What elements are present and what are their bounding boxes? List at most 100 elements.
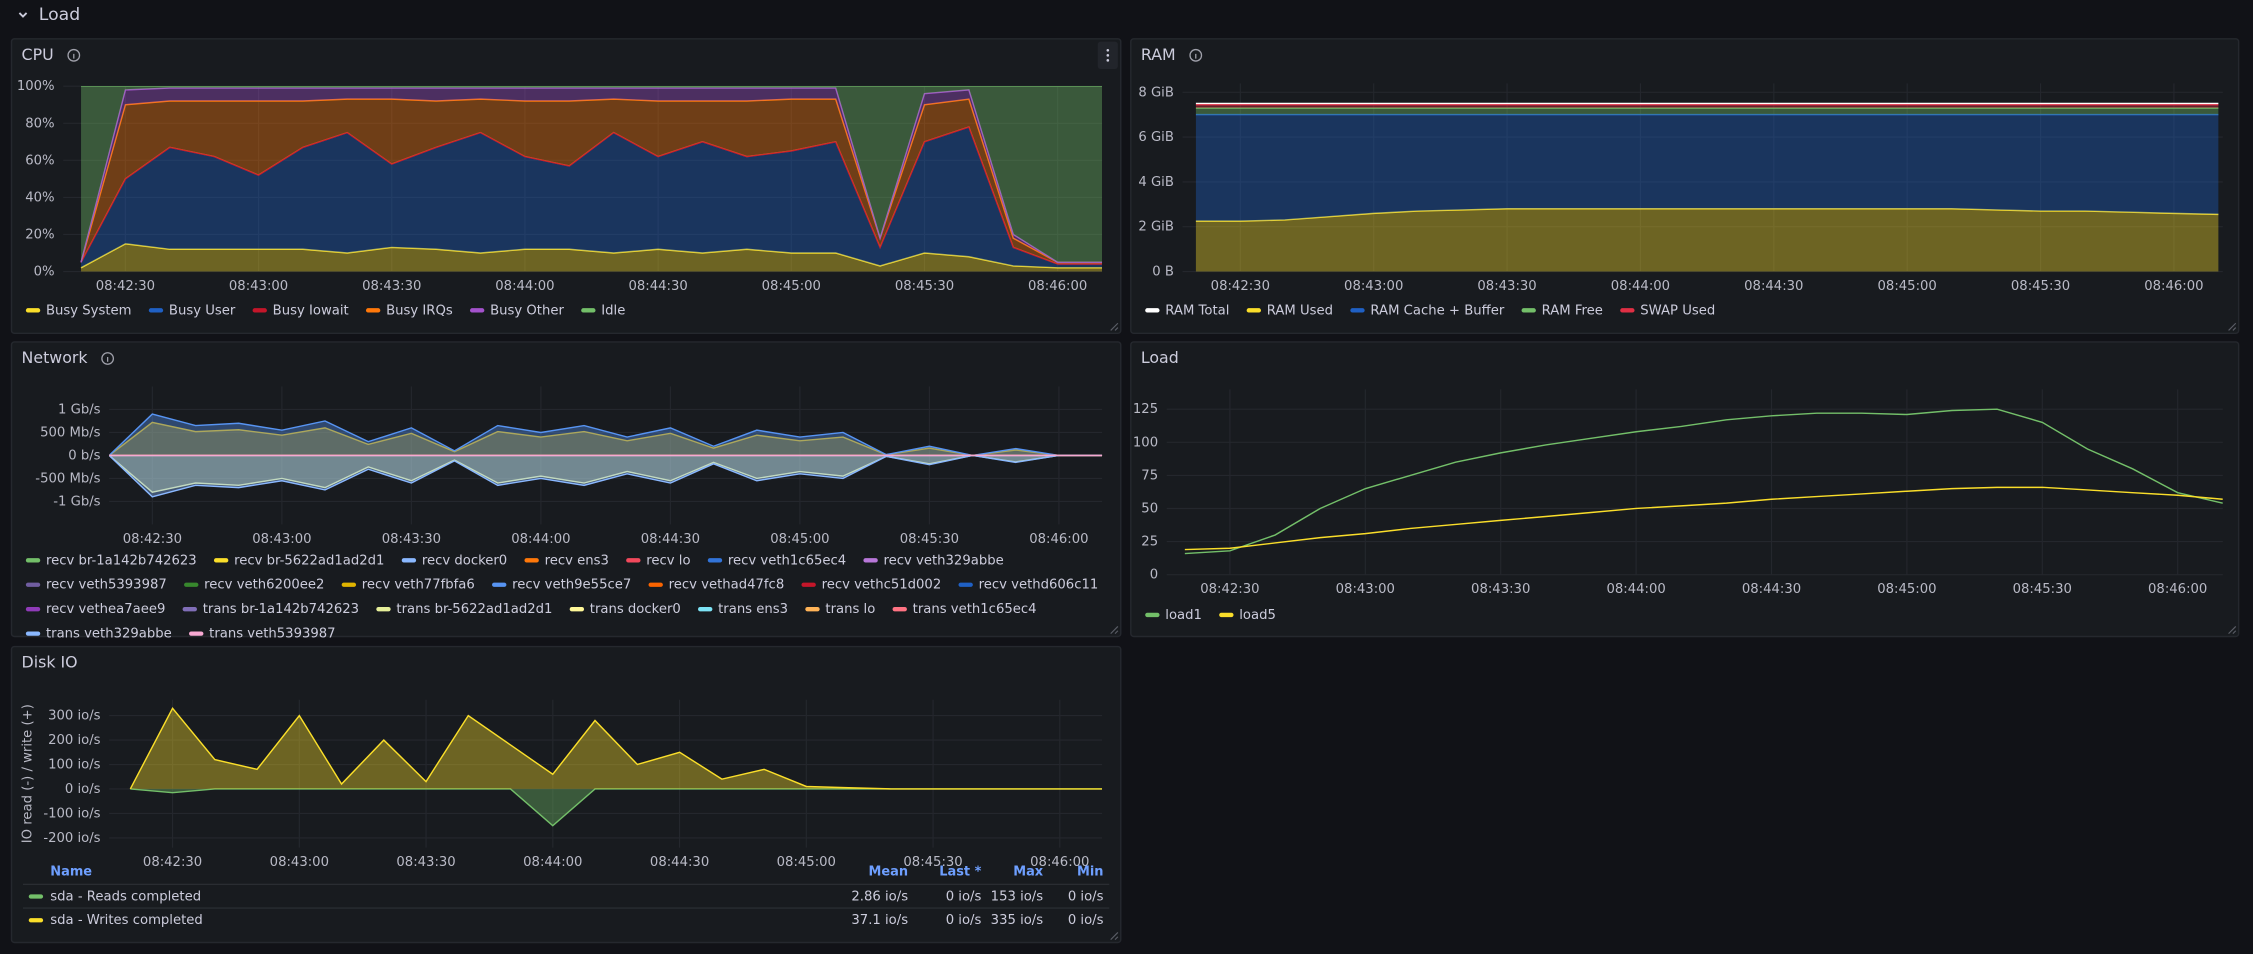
legend-swatch: [25, 582, 41, 587]
panel-title[interactable]: RAM: [1141, 45, 1176, 64]
panel-frame: [1130, 38, 2240, 335]
table-header[interactable]: Min: [1077, 865, 1104, 880]
panel-title[interactable]: CPU: [22, 45, 54, 64]
info-icon[interactable]: [67, 48, 81, 62]
y-tick-label: 200 io/s: [48, 733, 101, 748]
table-header[interactable]: Mean: [869, 865, 909, 880]
legend-label[interactable]: recv lo: [646, 553, 690, 568]
legend-label[interactable]: load1: [1165, 608, 1202, 623]
legend-label[interactable]: Busy Iowait: [273, 303, 349, 318]
legend-swatch: [524, 558, 539, 563]
table-cell: 153 io/s: [991, 890, 1044, 905]
legend-swatch: [698, 607, 713, 612]
panel-title[interactable]: Network: [22, 348, 89, 367]
legend-label[interactable]: RAM Used: [1267, 303, 1333, 318]
x-tick-label: 08:43:30: [396, 855, 455, 870]
series-line: [80, 98, 1103, 264]
x-tick-label: 08:45:00: [1877, 582, 1936, 597]
legend-label[interactable]: trans veth1c65ec4: [913, 602, 1037, 617]
legend-label[interactable]: trans docker0: [590, 602, 681, 617]
legend-label[interactable]: trans lo: [825, 602, 875, 617]
panel-title[interactable]: Load: [1141, 348, 1179, 367]
legend-swatch: [184, 582, 199, 587]
area-fill: [130, 708, 1103, 789]
y-tick-label: 50: [1141, 502, 1158, 517]
legend-label[interactable]: recv vethea7aee9: [46, 602, 165, 617]
legend-label[interactable]: trans ens3: [718, 602, 788, 617]
legend-label[interactable]: Busy IRQs: [386, 303, 453, 318]
info-icon[interactable]: [101, 352, 115, 365]
series-line: [109, 413, 1103, 457]
row-collapse-icon[interactable]: [18, 12, 28, 18]
legend-label[interactable]: RAM Cache + Buffer: [1370, 303, 1504, 318]
table-header[interactable]: Name: [50, 865, 92, 880]
legend-label[interactable]: recv veth1c65ec4: [728, 553, 846, 568]
table-cell: 0 io/s: [946, 913, 982, 928]
legend-label[interactable]: trans veth329abbe: [46, 627, 172, 642]
legend-label[interactable]: recv docker0: [422, 553, 507, 568]
y-tick-label: -100 io/s: [43, 806, 100, 821]
legend-label[interactable]: trans br-5622ad1ad2d1: [396, 602, 552, 617]
legend-swatch: [25, 607, 41, 612]
y-tick-label: -200 io/s: [43, 831, 100, 846]
legend-label[interactable]: Busy User: [169, 303, 236, 318]
x-tick-label: 08:45:30: [900, 532, 959, 547]
x-tick-label: 08:42:30: [123, 532, 182, 547]
legend-label[interactable]: RAM Free: [1542, 303, 1603, 318]
legend-label[interactable]: trans veth5393987: [209, 627, 335, 642]
legend-label[interactable]: recv veth329abbe: [884, 553, 1004, 568]
legend-label[interactable]: recv br-1a142b742623: [46, 553, 197, 568]
legend-label[interactable]: Busy Other: [490, 303, 564, 318]
y-tick-label: 25: [1141, 535, 1158, 550]
info-icon[interactable]: [1189, 48, 1203, 62]
legend-swatch: [25, 308, 41, 313]
area-fill: [1195, 104, 2219, 109]
legend-label[interactable]: load5: [1239, 608, 1276, 623]
x-tick-label: 08:44:00: [1611, 279, 1670, 294]
table-cell: 0 io/s: [1068, 913, 1104, 928]
legend-label[interactable]: recv vethc51d002: [822, 578, 942, 593]
y-tick-label: -500 Mb/s: [35, 471, 100, 486]
legend-swatch: [252, 308, 267, 313]
legend-label[interactable]: recv vethd606c11: [979, 578, 1099, 593]
legend-label[interactable]: recv veth6200ee2: [204, 578, 324, 593]
legend-label[interactable]: sda - Reads completed: [50, 890, 201, 905]
legend-label[interactable]: sda - Writes completed: [50, 913, 203, 928]
legend-label[interactable]: recv ens3: [545, 553, 609, 568]
area-fill: [81, 243, 1103, 272]
legend-label[interactable]: Busy System: [46, 303, 132, 318]
legend-label[interactable]: recv vethad47fc8: [669, 578, 785, 593]
y-tick-label: 8 GiB: [1138, 85, 1174, 100]
area-fill: [109, 414, 1103, 456]
legend-label[interactable]: recv br-5622ad1ad2d1: [234, 553, 384, 568]
legend-label[interactable]: recv veth9e55ce7: [512, 578, 631, 593]
x-tick-label: 08:43:00: [270, 855, 329, 870]
resize-handle: [2228, 322, 2237, 331]
y-tick-label: 125: [1133, 402, 1158, 417]
legend-label[interactable]: Idle: [601, 303, 625, 318]
legend-swatch: [365, 308, 381, 313]
table-header[interactable]: Last *: [939, 865, 981, 880]
panel-title[interactable]: Disk IO: [22, 653, 78, 672]
area-fill: [109, 455, 1103, 497]
x-tick-label: 08:42:30: [1211, 279, 1270, 294]
x-tick-label: 08:42:30: [96, 279, 155, 294]
legend-label[interactable]: recv veth5393987: [46, 578, 167, 593]
x-tick-label: 08:43:30: [1471, 582, 1530, 597]
panel-menu-dot: [1106, 59, 1110, 62]
row-title[interactable]: Load: [39, 5, 80, 25]
legend-label[interactable]: RAM Total: [1165, 303, 1229, 318]
legend-label[interactable]: trans br-1a142b742623: [203, 602, 359, 617]
legend-label[interactable]: SWAP Used: [1640, 303, 1715, 318]
y-tick-label: -1 Gb/s: [53, 494, 100, 509]
panel: RAM 0 B 2 GiB 4 GiB 6 GiB 8 GiB 08:42:30 08:43:…: [1130, 38, 2240, 335]
x-tick-label: 08:45:00: [770, 532, 829, 547]
legend-label[interactable]: recv veth77fbfa6: [362, 578, 475, 593]
table-cell: 0 io/s: [1068, 890, 1104, 905]
x-tick-label: 08:46:00: [1029, 532, 1088, 547]
area-fill: [1195, 114, 2219, 222]
legend-swatch: [958, 582, 973, 587]
area-fill: [1195, 208, 2219, 272]
table-header[interactable]: Max: [1013, 865, 1044, 880]
